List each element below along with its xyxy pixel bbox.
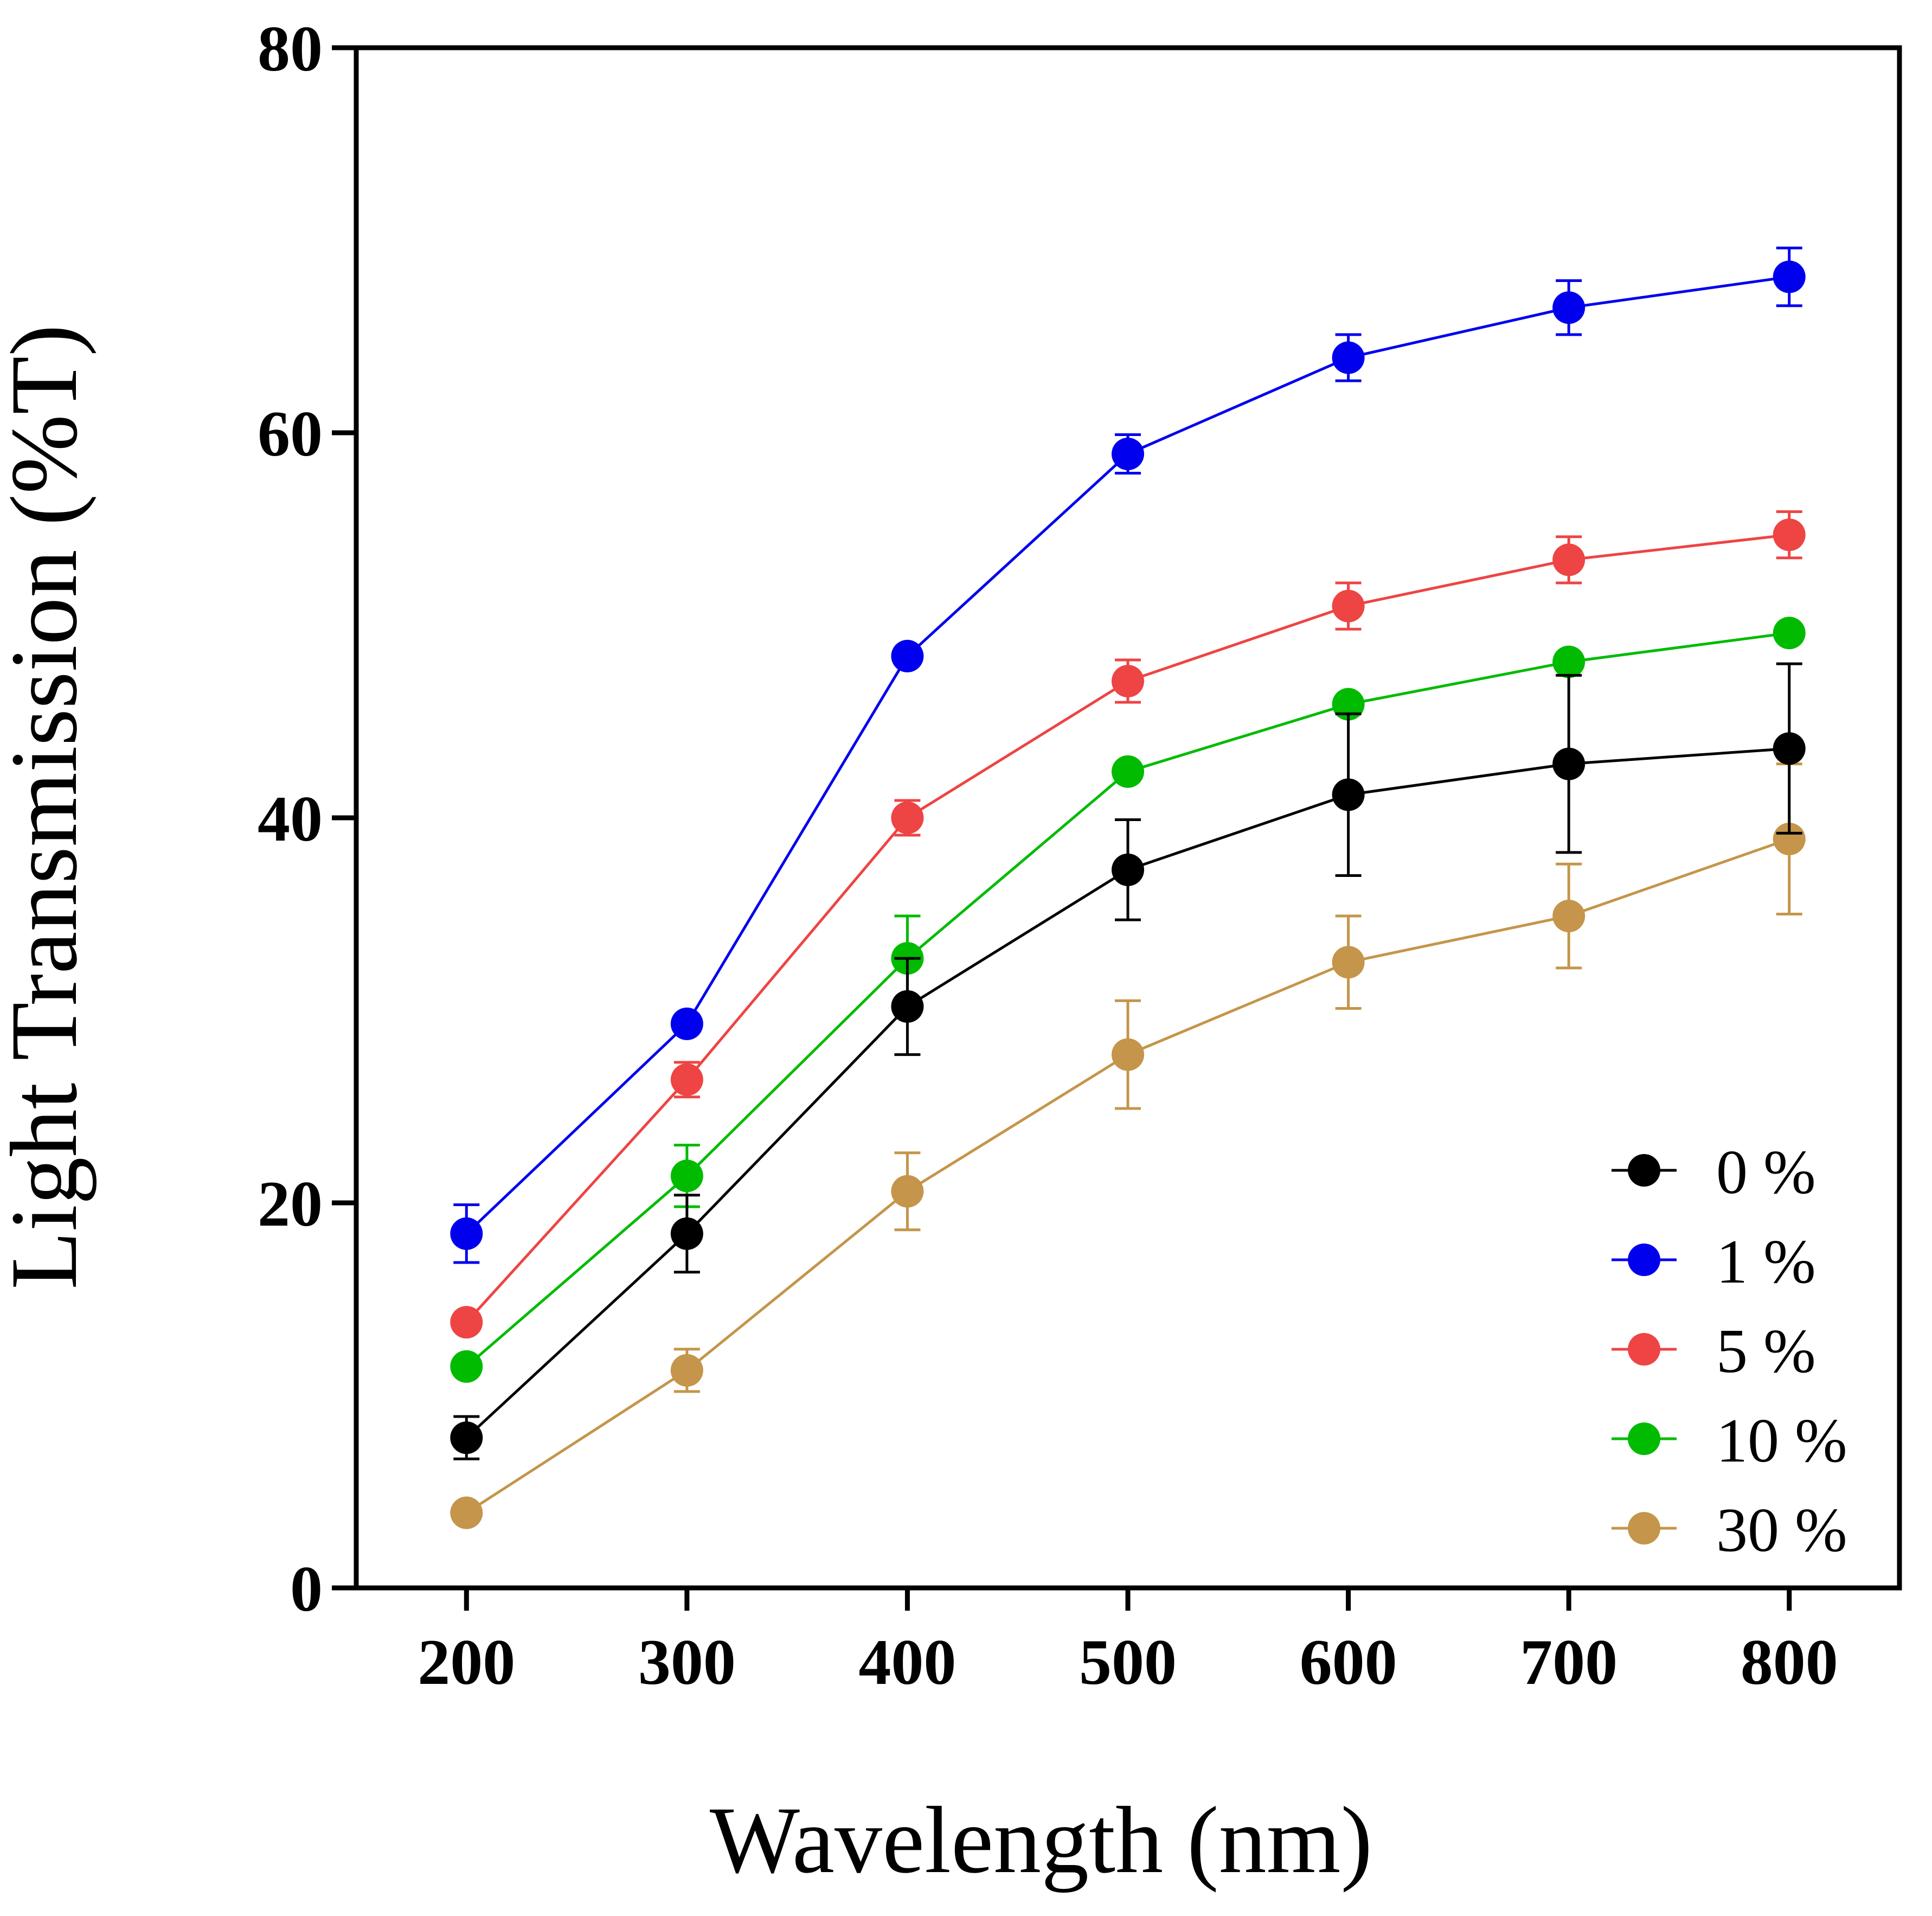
data-point xyxy=(891,802,924,834)
x-tick-label: 300 xyxy=(638,1626,736,1698)
data-point xyxy=(1332,688,1365,721)
plot-frame xyxy=(354,45,1902,1591)
legend-marker xyxy=(1628,1333,1660,1366)
x-tick-label: 800 xyxy=(1741,1626,1838,1698)
data-point xyxy=(450,1496,483,1529)
data-point xyxy=(1112,1038,1144,1071)
y-tick-label: 80 xyxy=(258,12,323,85)
x-tick-label: 500 xyxy=(1079,1626,1177,1698)
series-0pct xyxy=(450,662,1806,1460)
x-tick-label: 200 xyxy=(418,1626,515,1698)
legend-marker xyxy=(1628,1512,1660,1545)
data-point xyxy=(1773,823,1806,856)
series-30pct xyxy=(450,762,1806,1529)
data-point xyxy=(670,1159,703,1193)
data-point xyxy=(450,1306,483,1339)
legend-label: 10 % xyxy=(1716,1406,1847,1476)
series-line xyxy=(465,533,1789,1323)
legend-marker xyxy=(1628,1154,1660,1187)
series-layer xyxy=(450,246,1806,1529)
data-point xyxy=(1773,617,1806,650)
data-point xyxy=(670,1007,703,1040)
x-tick-label: 700 xyxy=(1520,1626,1618,1698)
data-point xyxy=(1773,732,1806,765)
data-point xyxy=(1332,589,1365,623)
data-point xyxy=(1552,543,1586,576)
legend-marker xyxy=(1628,1422,1660,1455)
legend-marker xyxy=(1628,1244,1660,1276)
data-point xyxy=(1112,664,1144,697)
x-axis-title: Wavelength (nm) xyxy=(710,1787,1372,1893)
y-tick-label: 40 xyxy=(258,783,323,855)
series-5pct xyxy=(450,510,1806,1339)
y-axis-ticks: 0 20 40 60 80 xyxy=(258,12,356,1625)
data-point xyxy=(891,1175,924,1208)
data-point xyxy=(1773,260,1806,293)
data-point xyxy=(1552,747,1586,780)
x-tick-label: 600 xyxy=(1300,1626,1397,1698)
x-axis-ticks: 200 300 400 500 600 700 800 xyxy=(418,1588,1838,1698)
data-point xyxy=(1112,438,1144,471)
data-point xyxy=(670,1354,703,1387)
data-point xyxy=(891,639,924,672)
data-point xyxy=(1112,853,1144,886)
data-point xyxy=(891,990,924,1023)
x-tick-label: 400 xyxy=(858,1626,956,1698)
data-point xyxy=(1552,645,1586,678)
data-point xyxy=(1332,778,1365,811)
data-point xyxy=(670,1063,703,1096)
data-point xyxy=(1112,755,1144,788)
data-point xyxy=(670,1217,703,1250)
y-tick-label: 0 xyxy=(290,1553,323,1625)
y-tick-label: 60 xyxy=(258,398,323,470)
y-tick-label: 20 xyxy=(258,1168,323,1240)
legend-label: 0 % xyxy=(1716,1138,1816,1207)
data-point xyxy=(1332,946,1365,979)
legend-label: 1 % xyxy=(1716,1227,1816,1297)
y-axis-title: Light Transmission (%T) xyxy=(0,324,97,1290)
series-line xyxy=(465,837,1790,1514)
data-point xyxy=(1552,291,1586,324)
data-point xyxy=(450,1421,483,1454)
data-point xyxy=(450,1350,483,1383)
data-point xyxy=(1773,518,1806,552)
legend-label: 5 % xyxy=(1716,1317,1816,1386)
data-point xyxy=(450,1217,483,1250)
data-point xyxy=(1552,900,1586,933)
legend-label: 30 % xyxy=(1716,1496,1847,1565)
legend: 0 % 1 % 5 % 10 % 30 % xyxy=(1612,1138,1847,1565)
series-1pct xyxy=(450,246,1806,1264)
data-point xyxy=(1332,341,1365,374)
